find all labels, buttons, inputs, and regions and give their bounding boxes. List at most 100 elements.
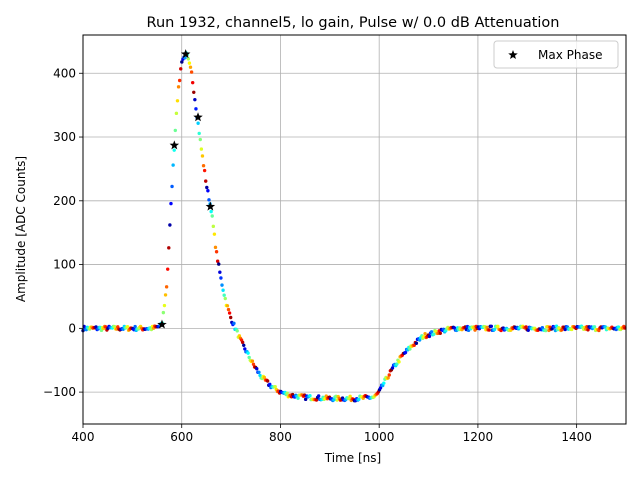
phase-sample-point [222,293,226,297]
max-phase-star [169,140,180,150]
phase-sample-point [166,267,170,271]
phase-sample-point [378,386,383,390]
phase-sample-point [250,359,255,363]
phase-sample-point [332,398,336,402]
phase-sample-point [487,328,491,332]
phase-sample-point [174,111,179,116]
phase-sample-point [163,293,168,297]
phase-sample-point [197,131,201,136]
phase-sample-point [543,328,548,333]
phase-sample-point [219,276,223,280]
phase-sample-point [168,223,172,227]
phase-sample-point [251,362,256,366]
phase-sample-point [308,393,312,398]
phase-sample-point [167,246,171,250]
phase-sample-point [247,355,251,360]
phase-sample-point [196,121,200,125]
phase-sample-point [226,307,231,312]
phase-sample-point [223,296,227,301]
phase-sample-point [214,250,219,254]
y-tick-label: −100 [43,385,76,399]
phase-sample-point [262,375,267,380]
phase-sample-point [303,397,308,402]
phase-sample-point [199,147,204,151]
legend-star-icon [508,50,518,60]
max-phase-star [157,319,167,329]
phase-sample-point [496,324,500,329]
phase-sample-point [316,394,321,398]
phase-sample-point [414,341,419,345]
phase-sample-point [190,80,195,85]
phase-sample-point [397,360,401,364]
phase-sample-point [94,325,98,329]
phase-sample-point [348,394,352,398]
phase-sample-point [570,327,574,332]
phase-sample-point [200,154,205,158]
phase-sample-point [194,107,198,111]
phase-sample-point [403,350,408,355]
phase-sample-point [265,379,270,383]
x-tick-label: 1200 [463,430,494,444]
phase-sample-point [243,347,247,351]
max-phase-star [205,201,216,211]
phase-sample-point [198,137,202,142]
x-tick-label: 600 [170,430,193,444]
x-tick-label: 800 [269,430,292,444]
phase-sample-point [175,99,180,103]
legend: Max Phase [493,40,619,69]
phase-sample-point [209,209,213,214]
phase-sample-point [133,324,137,329]
legend-box [493,40,619,69]
phase-sample-point [164,285,169,289]
phase-sample-point [526,328,530,332]
phase-sample-point [296,396,300,400]
phase-sample-point [189,70,194,74]
phase-sample-point [232,321,236,326]
phase-sample-point [432,332,436,336]
phase-sample-point [386,376,390,380]
phase-sample-point [221,288,225,292]
phase-sample-point [382,381,386,385]
phase-sample-point [169,201,173,206]
y-tick-label: 100 [53,258,76,272]
y-tick-label: 200 [53,194,76,208]
phase-sample-point [563,327,567,332]
grid [82,35,626,424]
x-axis-label: Time [ns] [324,451,381,465]
phase-sample-point [192,90,196,94]
phase-sample-point [125,324,130,329]
phase-sample-point [586,328,590,332]
phase-sample-point [180,60,184,64]
phase-sample-point [201,163,206,168]
phase-sample-point [314,398,319,402]
phase-sample-point [257,370,261,374]
phase-samples [81,51,627,403]
chart-title: Run 1932, channel5, lo gain, Pulse w/ 0.… [147,15,560,31]
phase-sample-point [387,373,391,377]
phase-sample-point [161,310,166,315]
phase-sample-point [227,311,232,315]
x-tick-label: 1400 [561,430,592,444]
phase-sample-point [205,185,209,190]
max-phase-star [193,112,203,122]
phase-sample-point [246,351,250,355]
plot-frame [82,34,627,425]
phase-sample-point [215,259,220,263]
phase-sample-point [524,325,528,329]
phase-sample-point [229,315,233,320]
phase-sample-point [212,232,217,236]
phase-sample-point [427,334,432,339]
phase-sample-point [173,128,178,133]
phase-sample-point [162,303,167,308]
phase-sample-point [206,189,210,193]
phase-sample-point [240,340,245,345]
max-phase-series [157,49,216,329]
phase-sample-point [204,179,208,183]
phase-sample-point [255,367,259,371]
y-tick-label: 400 [53,66,76,80]
phase-sample-point [395,362,399,366]
phase-sample-point [412,343,416,347]
phase-sample-point [492,327,497,332]
